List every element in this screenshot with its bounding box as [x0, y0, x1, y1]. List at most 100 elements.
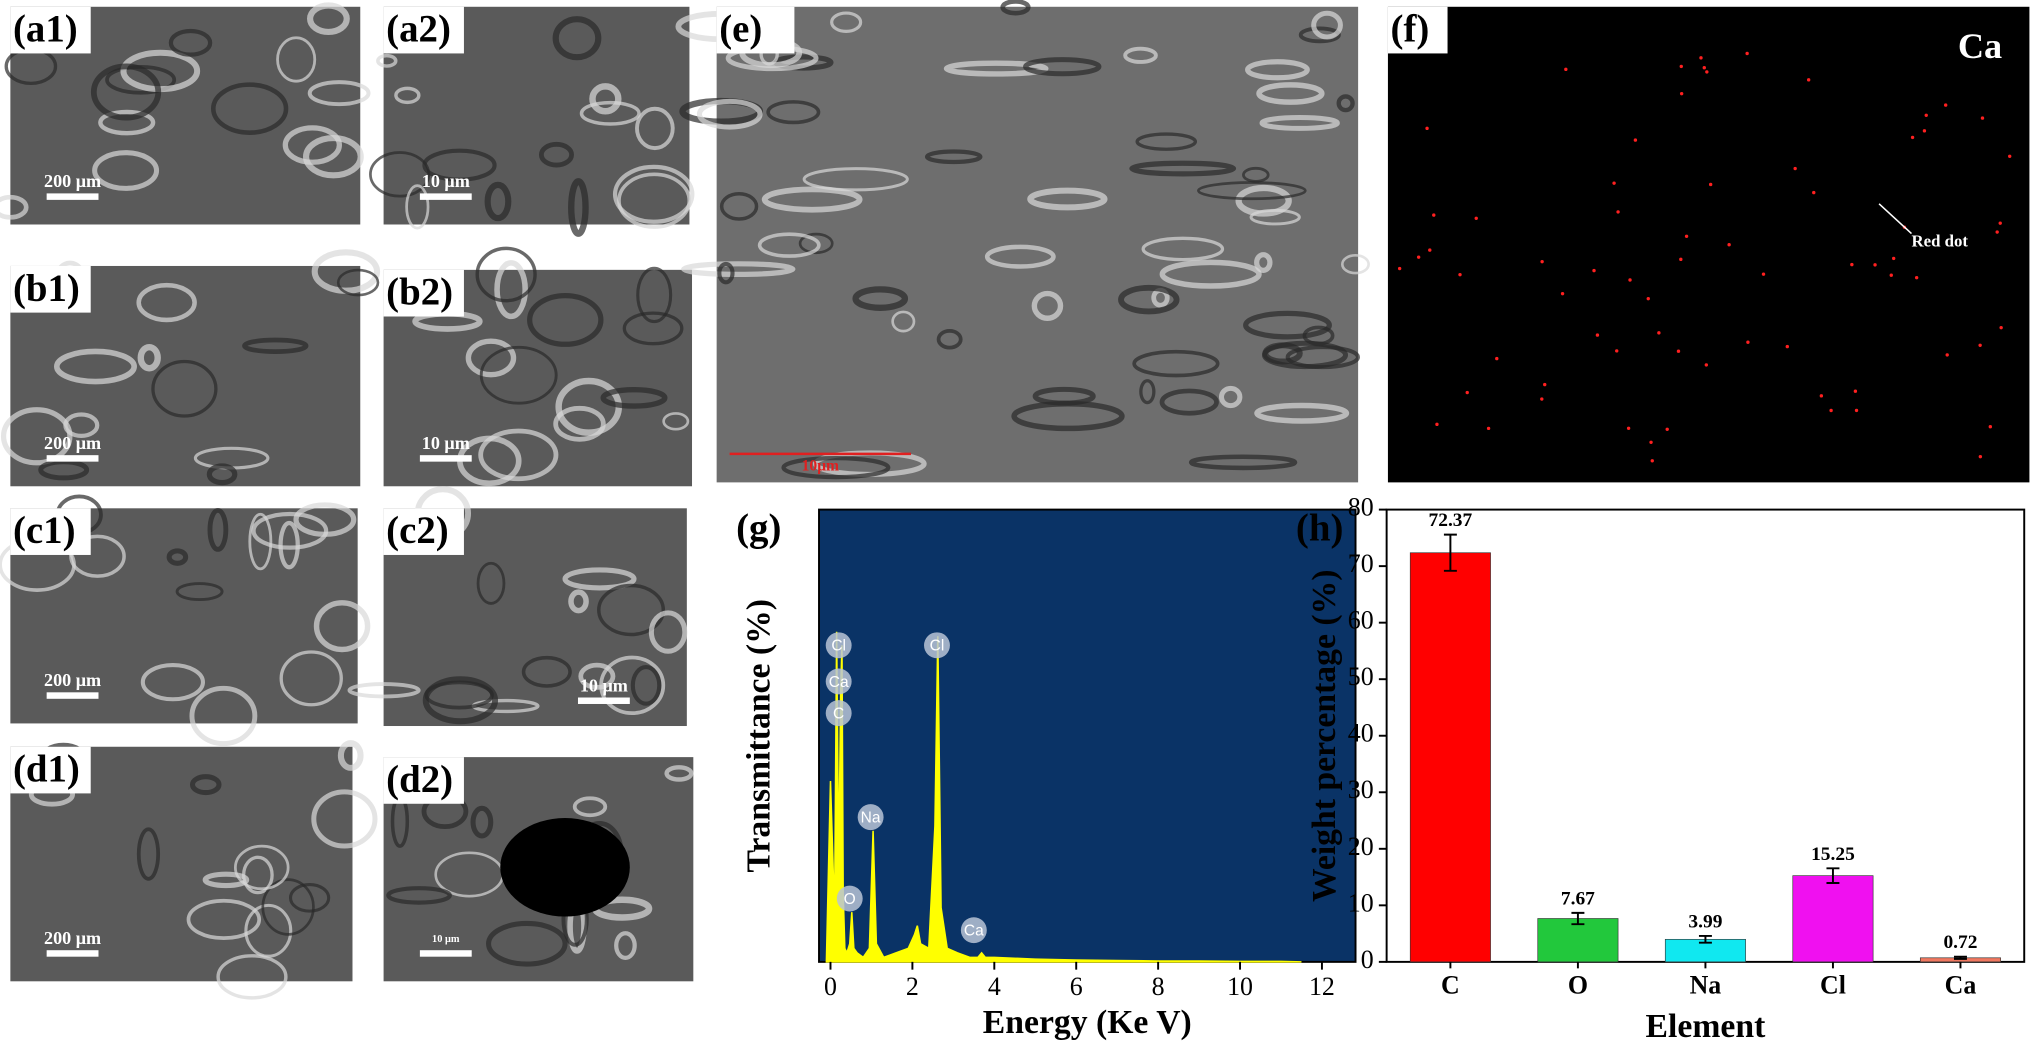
texture — [376, 53, 398, 68]
red-dot — [1592, 268, 1596, 273]
pointer-arrow — [1878, 203, 1913, 235]
label-box — [1387, 6, 1448, 54]
x-tick-label: Ca — [1945, 971, 1977, 1000]
texture — [244, 903, 293, 958]
texture — [347, 682, 421, 699]
texture — [211, 82, 289, 135]
red-dot — [1665, 427, 1669, 431]
y-tick-label: 50 — [1348, 662, 1374, 691]
red-dot — [1988, 425, 1993, 429]
scale-bar — [577, 697, 630, 704]
bar — [1537, 918, 1619, 963]
sem-image: (a1) 200 μm — [0, 2, 371, 225]
texture — [612, 164, 695, 224]
texture — [1139, 379, 1156, 405]
sem-image: (e) 10μm — [675, 0, 1370, 483]
panel-label: (h) — [1296, 507, 1343, 550]
texture — [313, 600, 371, 653]
bar — [1409, 552, 1491, 963]
texture — [336, 268, 380, 297]
texture — [553, 405, 606, 442]
texture — [1249, 208, 1301, 226]
texture — [288, 883, 331, 913]
texture — [311, 789, 378, 849]
red-dot — [1649, 440, 1653, 444]
texture — [282, 125, 342, 165]
texture — [394, 86, 421, 105]
texture — [484, 181, 512, 222]
texture — [717, 261, 735, 285]
panel-label: (f) — [1391, 8, 1430, 51]
pointer-text: Red dot — [1911, 231, 1968, 250]
x-tick-label: 6 — [1070, 972, 1083, 1001]
y-tick-label: 30 — [1348, 775, 1374, 804]
texture — [479, 345, 558, 405]
texture — [1218, 385, 1243, 409]
y-axis-title: Transmittance (%) — [741, 599, 778, 873]
texture — [1027, 187, 1108, 211]
red-dot — [1676, 349, 1681, 353]
texture — [781, 455, 891, 480]
texture — [761, 186, 863, 213]
red-dot — [1914, 275, 1919, 280]
label-box — [383, 269, 464, 317]
x-tick-label: Na — [1690, 971, 1722, 1000]
texture — [719, 192, 759, 221]
texture — [276, 36, 317, 83]
texture — [189, 685, 258, 747]
texture — [696, 98, 763, 130]
texture — [251, 511, 329, 550]
texture — [166, 548, 189, 566]
texture — [766, 100, 821, 125]
red-dot — [1435, 422, 1439, 426]
y-tick-label: 40 — [1348, 719, 1374, 748]
texture — [98, 109, 156, 136]
texture — [568, 589, 589, 614]
error-bar — [1698, 934, 1712, 944]
value-label: 15.25 — [1811, 844, 1855, 865]
sem-image: (a2) 10 μm — [369, 6, 695, 237]
peak-label: Cl — [831, 638, 846, 655]
texture — [311, 249, 381, 294]
red-dot — [1924, 113, 1928, 117]
texture — [202, 871, 250, 889]
red-dot — [1819, 394, 1824, 398]
texture — [1254, 252, 1273, 273]
value-label: 72.37 — [1429, 510, 1473, 531]
red-dot — [1612, 181, 1616, 185]
texture — [92, 150, 160, 191]
texture — [279, 650, 343, 707]
texture — [1245, 59, 1310, 81]
red-dot — [1679, 91, 1684, 96]
red-dot — [1812, 190, 1816, 195]
texture — [1023, 57, 1102, 77]
red-dot — [1425, 126, 1429, 131]
red-dot — [1705, 70, 1709, 74]
red-dot — [1633, 138, 1638, 142]
y-tick-label: 0 — [1361, 945, 1374, 974]
label-box — [716, 6, 795, 54]
panel-label: (g) — [736, 507, 781, 550]
texture — [798, 232, 834, 255]
red-dot — [1679, 257, 1683, 262]
sem-image: (b2) 10 μm — [383, 246, 693, 487]
texture — [527, 292, 604, 347]
red-dot — [1829, 408, 1833, 413]
texture — [568, 178, 589, 237]
x-axis-title: Energy (Ke V) — [983, 1004, 1192, 1041]
texture — [1298, 26, 1341, 44]
scale-text: 10 μm — [422, 171, 470, 191]
panel-label: (d2) — [386, 758, 453, 801]
sem-image: (c2) 10 μm — [347, 486, 688, 727]
texture — [635, 106, 675, 151]
texture — [302, 134, 364, 179]
texture — [261, 878, 315, 936]
peak-marker — [825, 700, 852, 727]
texture — [681, 261, 796, 277]
scale-bar — [419, 455, 472, 462]
peak-label: Ca — [964, 923, 984, 940]
scale-bar — [419, 950, 472, 957]
texture — [206, 463, 238, 486]
texture — [137, 343, 161, 372]
texture — [1341, 253, 1370, 275]
